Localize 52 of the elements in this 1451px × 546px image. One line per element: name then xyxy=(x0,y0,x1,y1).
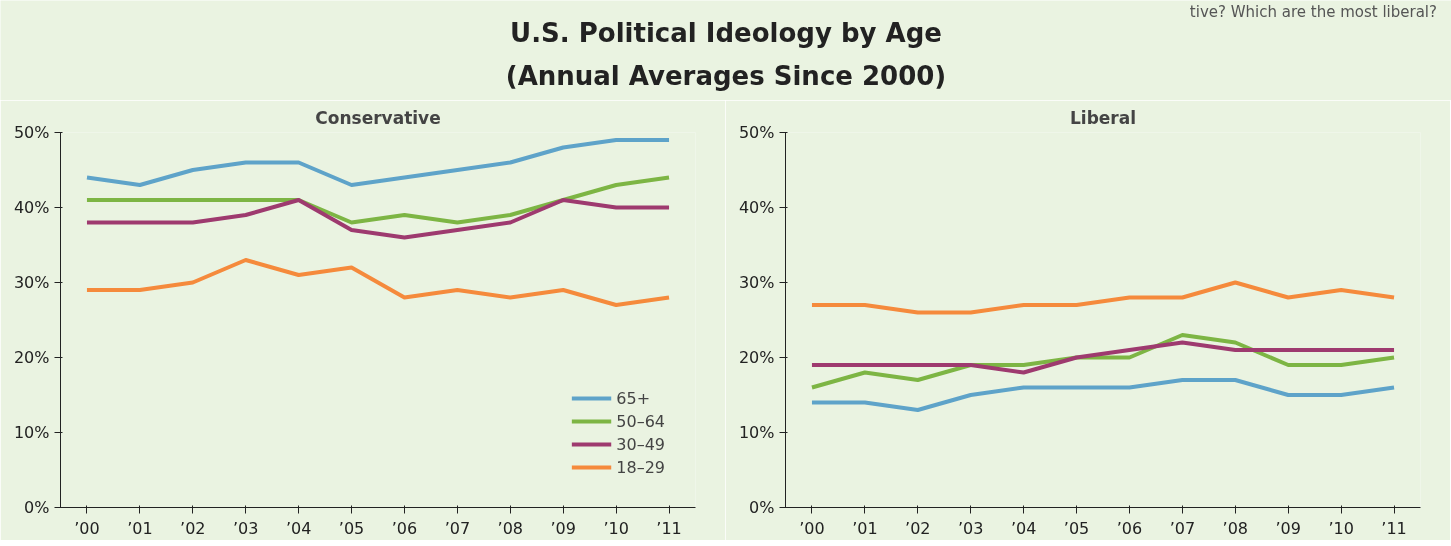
x-tick-label: ’00 xyxy=(74,518,100,538)
legend-label: 30–49 xyxy=(616,434,665,454)
x-tick-label: ’06 xyxy=(391,518,418,538)
x-tick-label: ’09 xyxy=(1275,518,1301,538)
x-tick-label: ’06 xyxy=(1116,518,1143,538)
text: (Annual Averages Since 2000) xyxy=(505,60,947,91)
line-series xyxy=(84,175,672,225)
y-tick-label: 10% xyxy=(738,423,775,442)
x-tick-label: ’07 xyxy=(1169,518,1196,538)
y-tick-label: 40% xyxy=(13,198,50,217)
chart-title: Conservative xyxy=(315,107,441,128)
y-tick-label: 30% xyxy=(13,273,50,292)
text: U.S. Political Ideology by Age xyxy=(510,17,942,48)
line-series xyxy=(809,340,1397,375)
x-tick-label: ’01 xyxy=(852,518,878,538)
legend-label: 50–64 xyxy=(616,411,665,431)
x-tick-label: ’00 xyxy=(799,518,825,538)
y-tick-label: 40% xyxy=(738,198,775,217)
y-tick-label: 20% xyxy=(13,348,50,367)
y-tick-label: 30% xyxy=(738,273,775,292)
x-tick-label: ’08 xyxy=(1222,518,1249,538)
line-series xyxy=(84,258,672,307)
x-tick-label: ’05 xyxy=(1063,518,1090,538)
x-tick-label: ’09 xyxy=(550,518,576,538)
x-tick-label: ’03 xyxy=(957,518,984,538)
x-tick-label: ’04 xyxy=(285,518,312,538)
x-tick-label: ’02 xyxy=(905,518,931,538)
x-tick-label: ’10 xyxy=(603,518,629,538)
x-tick-label: ’05 xyxy=(338,518,365,538)
legend-label: 18–29 xyxy=(616,457,665,477)
x-tick-label: ’11 xyxy=(656,518,682,538)
x-tick-label: ’07 xyxy=(444,518,471,538)
legend-label: 65+ xyxy=(616,388,651,408)
y-tick-label: 0% xyxy=(24,498,50,517)
text: tive? Which are the most liberal? xyxy=(1189,2,1437,21)
x-tick-label: ’02 xyxy=(180,518,206,538)
line-series xyxy=(809,280,1397,315)
x-tick-label: ’10 xyxy=(1328,518,1354,538)
line-series xyxy=(84,138,672,187)
line-series xyxy=(809,378,1397,412)
y-tick-label: 50% xyxy=(738,123,775,142)
x-tick-label: ’08 xyxy=(497,518,524,538)
x-tick-label: ’01 xyxy=(127,518,153,538)
y-tick-label: 10% xyxy=(13,423,50,442)
y-tick-label: 0% xyxy=(749,498,775,517)
x-tick-label: ’04 xyxy=(1010,518,1037,538)
y-tick-label: 20% xyxy=(738,348,775,367)
x-tick-label: ’03 xyxy=(232,518,259,538)
y-tick-label: 50% xyxy=(13,123,50,142)
line-series xyxy=(84,198,672,240)
chart-title: Liberal xyxy=(1069,107,1137,128)
x-tick-label: ’11 xyxy=(1381,518,1407,538)
